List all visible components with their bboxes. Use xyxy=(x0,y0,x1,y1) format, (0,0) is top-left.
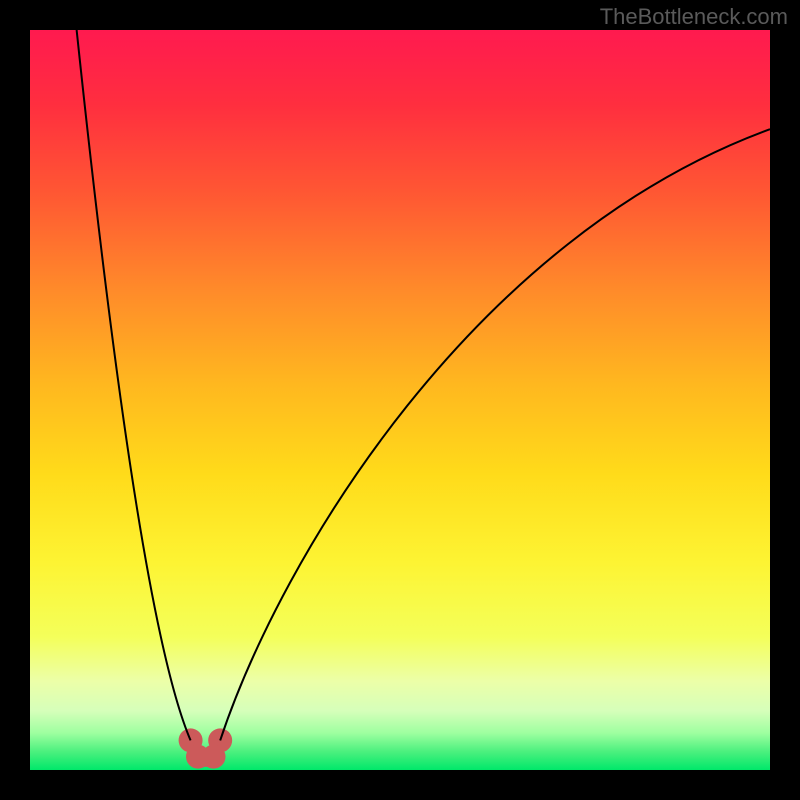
bottleneck-curve-chart xyxy=(0,0,800,800)
attribution-text: TheBottleneck.com xyxy=(600,4,788,30)
plot-background xyxy=(30,30,770,770)
valley-marker-dot xyxy=(202,745,226,769)
chart-container: TheBottleneck.com xyxy=(0,0,800,800)
